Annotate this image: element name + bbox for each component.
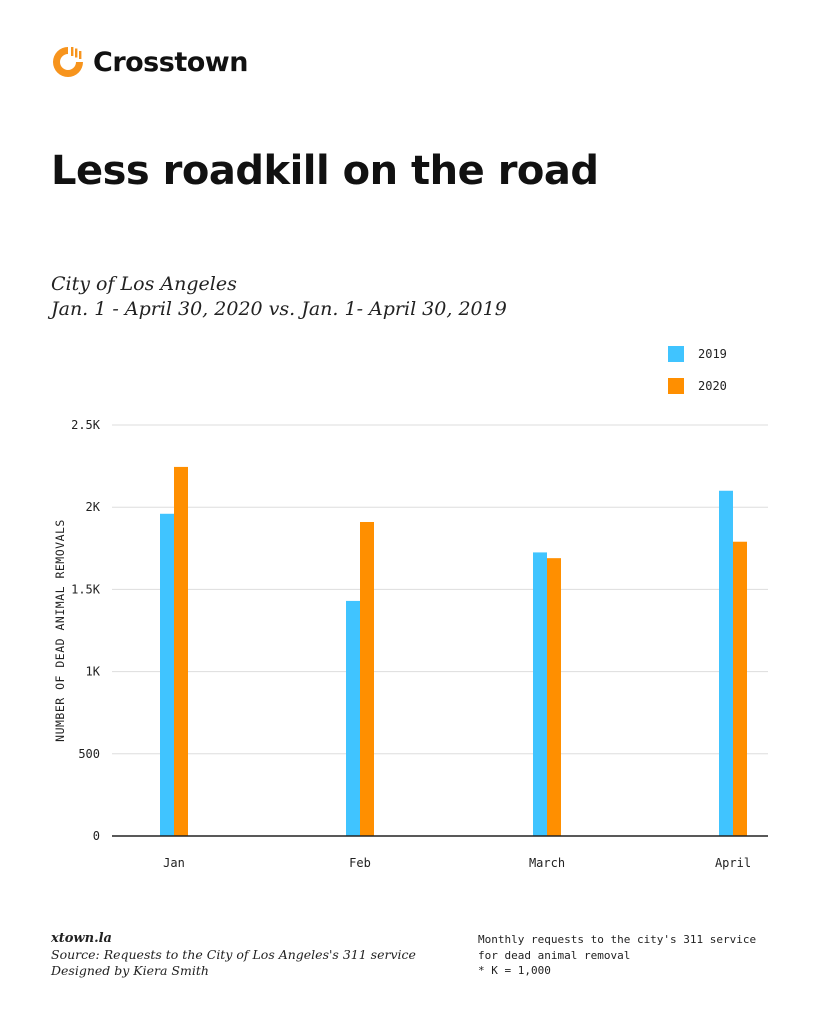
legend-swatch-2019 [668, 346, 684, 362]
y-tick-label: 500 [78, 747, 100, 761]
x-tick-label: April [715, 856, 751, 870]
footer-credit: Designed by Kiera Smith [51, 963, 209, 978]
bar-2019-jan [160, 513, 174, 836]
crosstown-logo-icon [53, 47, 83, 77]
legend-item-2020: 2020 [668, 378, 727, 394]
bar-2020-april [733, 541, 747, 836]
bar-2020-feb [360, 521, 374, 836]
footer-site[interactable]: xtown.la [51, 931, 112, 946]
chart-subtitle: City of Los Angeles Jan. 1 - April 30, 2… [51, 272, 507, 322]
subtitle-line-2: Jan. 1 - April 30, 2020 vs. Jan. 1- Apri… [51, 298, 507, 320]
footer-note-2: for dead animal removal [478, 948, 631, 962]
footer-credits: xtown.la Source: Requests to the City of… [51, 931, 416, 979]
y-tick-label: 1K [86, 665, 101, 679]
bar-2019-march [533, 552, 547, 836]
footer-note-3: * K = 1,000 [478, 964, 551, 977]
bar-2020-jan [174, 466, 188, 836]
x-tick-label: Feb [349, 856, 371, 870]
page-title: Less roadkill on the road [51, 148, 599, 194]
y-tick-label: 2K [86, 500, 101, 514]
x-tick-label: March [529, 856, 565, 870]
brand-name: Crosstown [93, 46, 248, 78]
crosstown-logo[interactable]: Crosstown [50, 44, 248, 80]
bar-2019-feb [346, 600, 360, 836]
footer-source: Source: Requests to the City of Los Ange… [51, 947, 416, 962]
bar-2020-march [547, 558, 561, 836]
y-axis-title: NUMBER OF DEAD ANIMAL REMOVALS [53, 519, 67, 742]
y-tick-label: 1.5K [71, 582, 101, 596]
y-tick-label: 0 [93, 829, 100, 843]
bar-chart: 0 500 1K 1.5K 2K 2.5K NUMBER OF DEAD ANIMAL RE… [53, 418, 768, 870]
subtitle-line-1: City of Los Angeles [51, 273, 237, 295]
footer-note-1: Monthly requests to the city's 311 servi… [478, 933, 757, 946]
bar-2019-april [719, 490, 733, 836]
footer-notes: Monthly requests to the city's 311 servi… [478, 932, 756, 979]
x-tick-label: Jan [163, 856, 185, 870]
legend-swatch-2020 [668, 378, 684, 394]
legend-label-2020: 2020 [698, 379, 727, 393]
legend-item-2019: 2019 [668, 346, 727, 362]
y-tick-label: 2.5K [71, 418, 101, 432]
legend-label-2019: 2019 [698, 347, 727, 361]
